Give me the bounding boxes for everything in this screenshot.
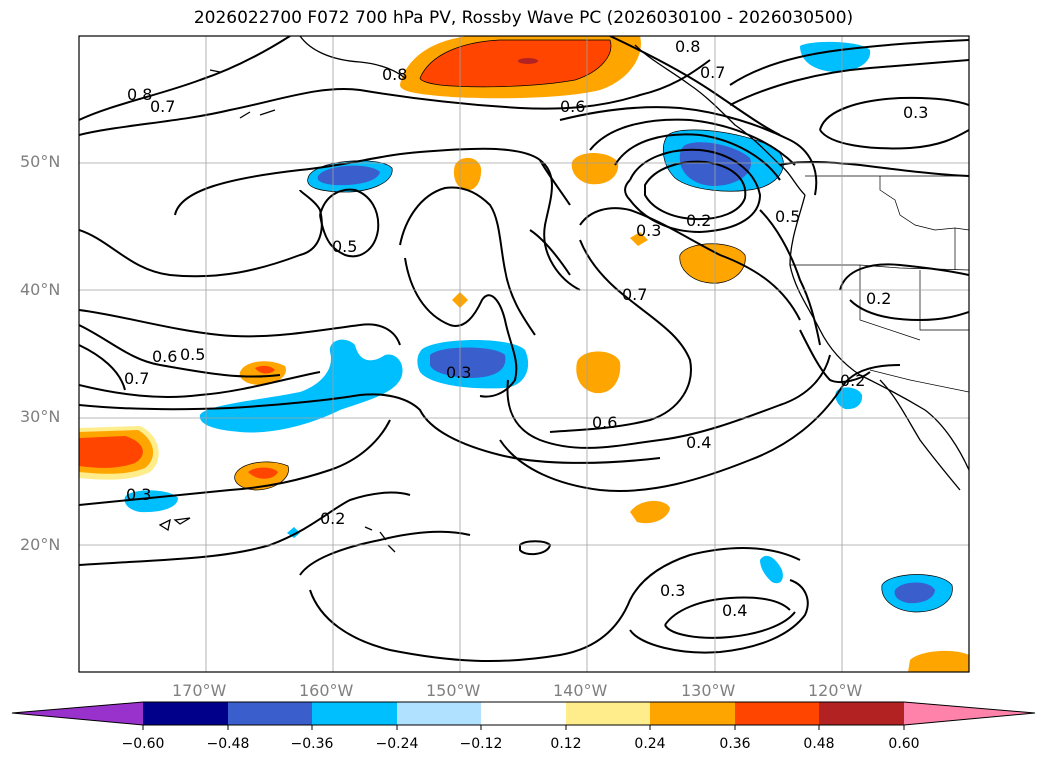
contour-label: 0.3 bbox=[636, 221, 661, 240]
colorbar-tick-label: 0.12 bbox=[550, 736, 582, 752]
colorbar-tick-label: 0.36 bbox=[719, 736, 751, 752]
colorbar-tick-label: 0.48 bbox=[803, 736, 835, 752]
contour-label: 0.3 bbox=[126, 485, 151, 504]
coastline bbox=[158, 36, 969, 553]
colorbar-max-extension bbox=[904, 702, 1035, 725]
lon-label: 120°W bbox=[808, 681, 863, 700]
lat-label: 40°N bbox=[20, 280, 61, 299]
contour-label: 0.3 bbox=[660, 581, 685, 600]
contour-label: 0.2 bbox=[686, 211, 711, 230]
colorbar-tick-label: −0.24 bbox=[375, 736, 419, 752]
contour-label: 0.4 bbox=[686, 433, 711, 452]
contour-label: 0.6 bbox=[592, 413, 617, 432]
colorbar-tick-label: −0.60 bbox=[121, 736, 165, 752]
lon-label: 160°W bbox=[299, 681, 354, 700]
gridlines bbox=[79, 36, 969, 672]
colorbar-tick-label: 0.24 bbox=[634, 736, 666, 752]
lon-label: 130°W bbox=[681, 681, 736, 700]
lon-label: 170°W bbox=[172, 681, 227, 700]
map-title: 2026022700 F072 700 hPa PV, Rossby Wave … bbox=[193, 8, 854, 28]
contour-label: 0.5 bbox=[332, 237, 357, 256]
colorbar-tick-label: −0.36 bbox=[290, 736, 334, 752]
contour-label: 0.6 bbox=[152, 347, 177, 366]
colorbar-min-extension bbox=[12, 702, 143, 725]
contour-label: 0.7 bbox=[622, 285, 647, 304]
contour-label: 0.2 bbox=[320, 509, 345, 528]
colorbar-tick-label: −0.12 bbox=[459, 736, 503, 752]
lat-label: 30°N bbox=[20, 407, 61, 426]
contour-labels: 0.8 0.7 0.8 0.6 0.8 0.7 0.3 0.5 0.3 0.2 … bbox=[124, 37, 928, 620]
lon-label: 150°W bbox=[426, 681, 481, 700]
contour-label: 0.8 bbox=[127, 85, 152, 104]
contour-label: 0.3 bbox=[903, 103, 928, 122]
lon-label: 140°W bbox=[553, 681, 608, 700]
contour-label: 0.5 bbox=[775, 207, 800, 226]
pv-contours bbox=[79, 36, 969, 663]
colorbar-tick-label: 0.60 bbox=[888, 736, 920, 752]
contour-label: 0.7 bbox=[124, 369, 149, 388]
lat-label: 20°N bbox=[20, 535, 61, 554]
contour-label: 0.7 bbox=[700, 63, 725, 82]
contour-label: 0.5 bbox=[180, 345, 205, 364]
map-frame bbox=[78, 35, 970, 673]
contour-label: 0.8 bbox=[382, 65, 407, 84]
contour-label: 0.7 bbox=[150, 97, 175, 116]
contour-label: 0.4 bbox=[722, 601, 747, 620]
contour-label: 0.2 bbox=[866, 289, 891, 308]
contour-label: 0.3 bbox=[446, 363, 471, 382]
contour-label: 0.2 bbox=[840, 371, 865, 390]
colorbar-tick-label: −0.48 bbox=[206, 736, 250, 752]
contour-label: 0.8 bbox=[675, 37, 700, 56]
colorbar bbox=[11, 701, 1036, 730]
contour-label: 0.6 bbox=[560, 97, 585, 116]
lat-label: 50°N bbox=[20, 152, 61, 171]
